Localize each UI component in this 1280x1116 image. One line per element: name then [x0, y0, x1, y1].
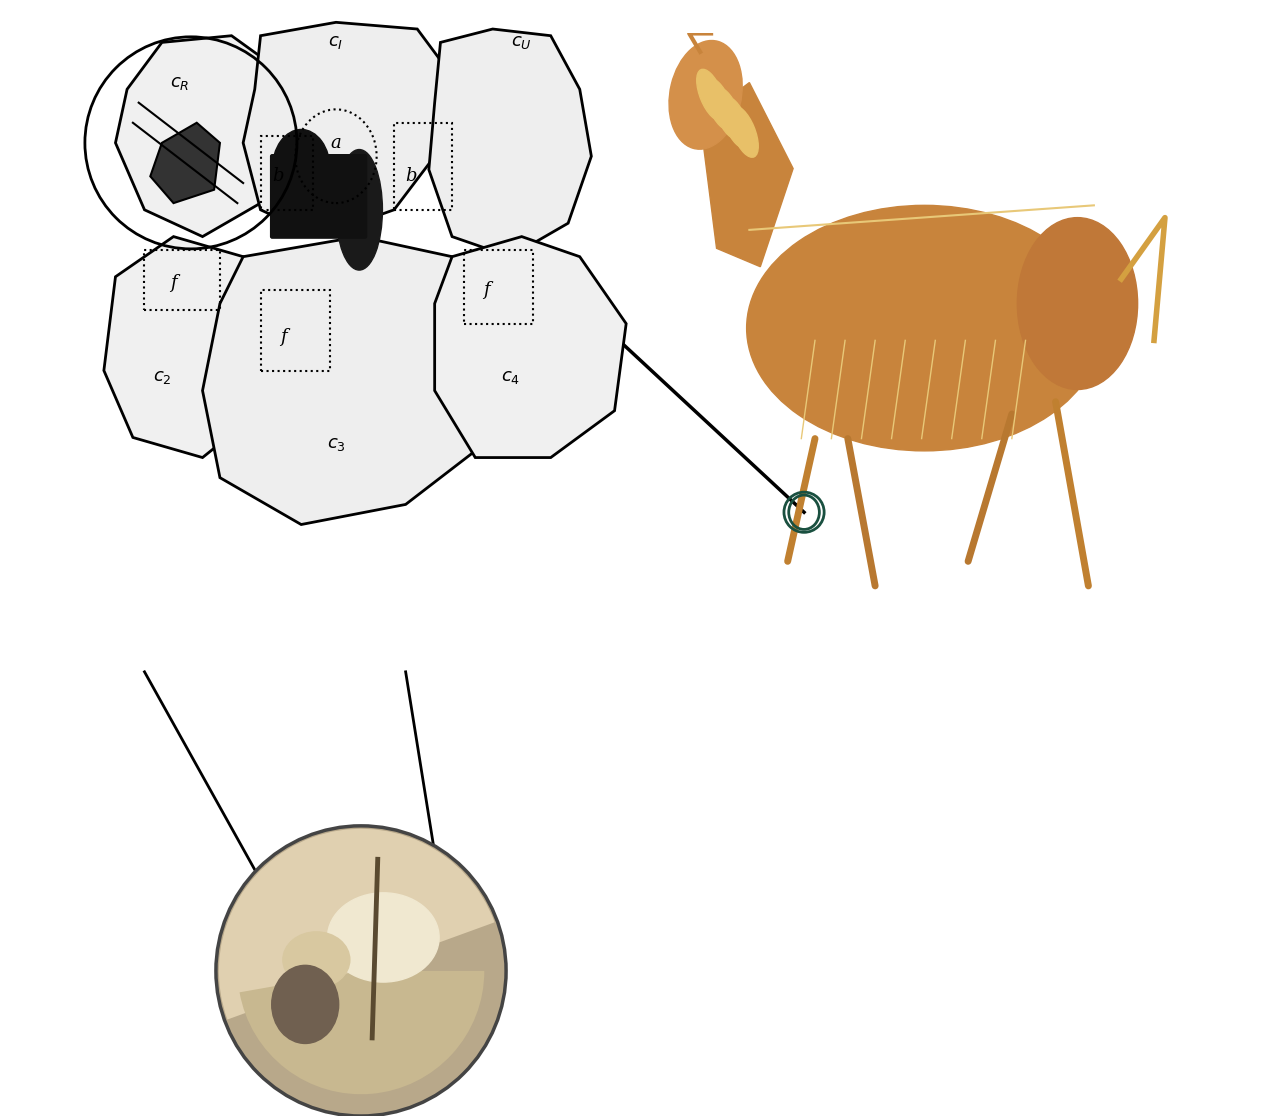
Text: b: b — [273, 167, 284, 185]
Text: $c_3$: $c_3$ — [326, 435, 346, 453]
Text: b: b — [406, 167, 417, 185]
Text: $c_2$: $c_2$ — [152, 368, 172, 386]
Polygon shape — [104, 237, 278, 458]
Wedge shape — [219, 829, 494, 1020]
Ellipse shape — [283, 932, 349, 988]
Polygon shape — [243, 22, 452, 237]
Ellipse shape — [328, 893, 439, 982]
Bar — [463, 250, 534, 324]
Polygon shape — [429, 29, 591, 257]
Ellipse shape — [337, 150, 383, 270]
Ellipse shape — [271, 965, 339, 1043]
Bar — [261, 290, 330, 371]
FancyBboxPatch shape — [270, 154, 367, 239]
Text: f: f — [484, 281, 490, 299]
Text: a: a — [330, 134, 342, 152]
Bar — [145, 250, 220, 310]
Polygon shape — [435, 237, 626, 458]
Text: $c_R$: $c_R$ — [169, 74, 189, 92]
Text: $c_U$: $c_U$ — [511, 33, 532, 51]
Bar — [394, 123, 452, 210]
Ellipse shape — [273, 129, 330, 210]
Polygon shape — [115, 36, 289, 237]
Text: $c_4$: $c_4$ — [500, 368, 520, 386]
Bar — [261, 136, 312, 210]
Wedge shape — [239, 971, 484, 1094]
Text: f: f — [280, 328, 287, 346]
Text: f: f — [170, 275, 177, 292]
Text: $c_I$: $c_I$ — [329, 33, 343, 51]
Circle shape — [216, 826, 506, 1116]
Polygon shape — [202, 237, 511, 525]
Polygon shape — [150, 123, 220, 203]
